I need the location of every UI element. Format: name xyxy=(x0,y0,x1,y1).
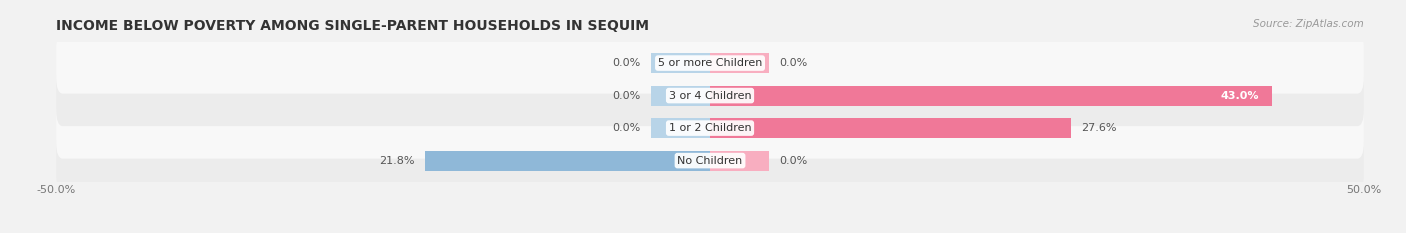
Text: 0.0%: 0.0% xyxy=(613,58,641,68)
Bar xyxy=(710,53,769,73)
Text: Source: ZipAtlas.com: Source: ZipAtlas.com xyxy=(1253,19,1364,29)
Bar xyxy=(425,151,710,171)
FancyBboxPatch shape xyxy=(56,33,1364,94)
Bar xyxy=(710,86,1272,106)
Bar xyxy=(651,53,710,73)
Text: No Children: No Children xyxy=(678,156,742,166)
Text: 21.8%: 21.8% xyxy=(380,156,415,166)
Text: 0.0%: 0.0% xyxy=(613,123,641,133)
Text: 0.0%: 0.0% xyxy=(613,91,641,101)
Bar xyxy=(651,86,710,106)
Text: 0.0%: 0.0% xyxy=(779,58,807,68)
FancyBboxPatch shape xyxy=(56,98,1364,159)
Text: 27.6%: 27.6% xyxy=(1081,123,1116,133)
Text: INCOME BELOW POVERTY AMONG SINGLE-PARENT HOUSEHOLDS IN SEQUIM: INCOME BELOW POVERTY AMONG SINGLE-PARENT… xyxy=(56,19,650,33)
Text: 3 or 4 Children: 3 or 4 Children xyxy=(669,91,751,101)
Bar xyxy=(651,118,710,138)
Text: 43.0%: 43.0% xyxy=(1220,91,1260,101)
Bar xyxy=(710,118,1071,138)
Text: 5 or more Children: 5 or more Children xyxy=(658,58,762,68)
Text: 0.0%: 0.0% xyxy=(779,156,807,166)
FancyBboxPatch shape xyxy=(56,65,1364,126)
FancyBboxPatch shape xyxy=(56,130,1364,191)
Bar xyxy=(710,151,769,171)
Text: 1 or 2 Children: 1 or 2 Children xyxy=(669,123,751,133)
